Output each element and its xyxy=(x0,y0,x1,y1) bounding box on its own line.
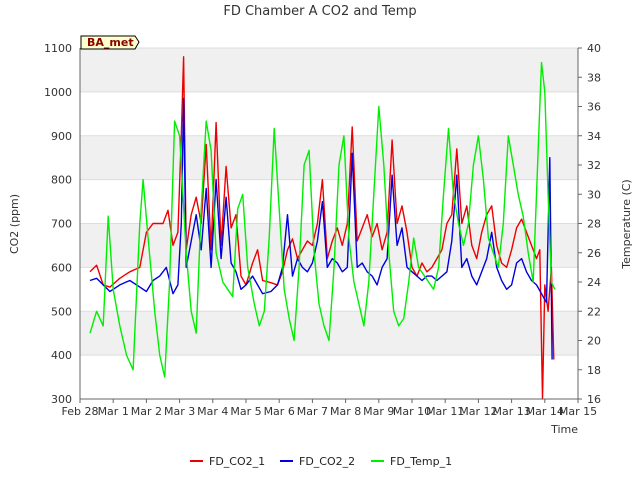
y2-tick-label: 22 xyxy=(587,305,601,318)
x-tick-label: Mar 13 xyxy=(492,405,530,418)
y2-tick-label: 40 xyxy=(587,42,601,55)
y-tick-label: 900 xyxy=(51,130,72,143)
grid-lines xyxy=(80,47,578,400)
y-tick-label: 800 xyxy=(51,174,72,187)
x-axis-ticks: Feb 28 Mar 1 Mar 2 Mar 3 Mar 4 Mar 5 Mar 6 Mar … xyxy=(62,399,597,418)
x-tick-label: Mar 7 xyxy=(297,405,328,418)
y-tick-label: 500 xyxy=(51,305,72,318)
x-tick-label: Mar 8 xyxy=(330,405,361,418)
y2-axis-label: Temperature (C) xyxy=(620,179,633,269)
y2-axis-ticks: 16 18 20 22 24 26 28 30 32 34 36 38 40 xyxy=(578,42,601,406)
y2-tick-label: 34 xyxy=(587,130,601,143)
legend-label-co2-2: FD_CO2_2 xyxy=(299,455,355,468)
y2-tick-label: 36 xyxy=(587,101,601,114)
y-tick-label: 1000 xyxy=(44,86,72,99)
legend-label-temp-1: FD_Temp_1 xyxy=(390,455,452,468)
series-layer xyxy=(89,56,556,400)
y2-tick-label: 32 xyxy=(587,159,601,172)
x-tick-label: Mar 3 xyxy=(164,405,195,418)
x-tick-label: Mar 15 xyxy=(559,405,597,418)
y2-tick-label: 24 xyxy=(587,276,601,289)
y-tick-label: 1100 xyxy=(44,42,72,55)
plot-band xyxy=(80,135,578,180)
plot-band xyxy=(80,48,578,92)
x-tick-label: Mar 2 xyxy=(131,405,162,418)
x-tick-label: Feb 28 xyxy=(62,405,99,418)
y2-tick-label: 30 xyxy=(587,188,601,201)
y2-tick-label: 18 xyxy=(587,364,601,377)
y-tick-label: 400 xyxy=(51,349,72,362)
x-tick-label: Mar 6 xyxy=(264,405,295,418)
legend-item-temp-1: FD_Temp_1 xyxy=(371,455,452,468)
y-tick-label: 600 xyxy=(51,261,72,274)
legend: FD_CO2_1 FD_CO2_2 FD_Temp_1 xyxy=(190,455,452,468)
y2-tick-label: 38 xyxy=(587,71,601,84)
chart-title: FD Chamber A CO2 and Temp xyxy=(223,4,416,19)
y-tick-label: 300 xyxy=(51,393,72,406)
y-tick-label: 700 xyxy=(51,218,72,231)
plot-band xyxy=(80,223,578,268)
y-axis-ticks: 300 400 500 600 700 800 900 1000 1100 xyxy=(44,42,72,406)
x-tick-label: Mar 14 xyxy=(526,405,564,418)
y-axis-label: CO2 (ppm) xyxy=(8,194,21,254)
x-axis-label: Time xyxy=(550,423,578,436)
y2-tick-label: 20 xyxy=(587,335,601,348)
series-line-2 xyxy=(89,97,553,360)
series-line-3 xyxy=(89,61,556,378)
x-tick-label: Mar 1 xyxy=(98,405,129,418)
x-tick-label: Mar 9 xyxy=(363,405,394,418)
site-label-badge: BA_met xyxy=(80,35,140,50)
legend-item-co2-2: FD_CO2_2 xyxy=(280,455,355,468)
x-tick-label: Mar 12 xyxy=(459,405,497,418)
x-tick-label: Mar 10 xyxy=(393,405,431,418)
x-tick-label: Mar 11 xyxy=(426,405,464,418)
legend-item-co2-1: FD_CO2_1 xyxy=(190,455,265,468)
site-label: BA_met xyxy=(87,36,134,49)
legend-label-co2-1: FD_CO2_1 xyxy=(209,455,265,468)
y2-tick-label: 28 xyxy=(587,218,601,231)
x-tick-label: Mar 4 xyxy=(197,405,228,418)
x-tick-label: Mar 5 xyxy=(230,405,261,418)
y2-tick-label: 16 xyxy=(587,393,601,406)
y2-tick-label: 26 xyxy=(587,247,601,260)
